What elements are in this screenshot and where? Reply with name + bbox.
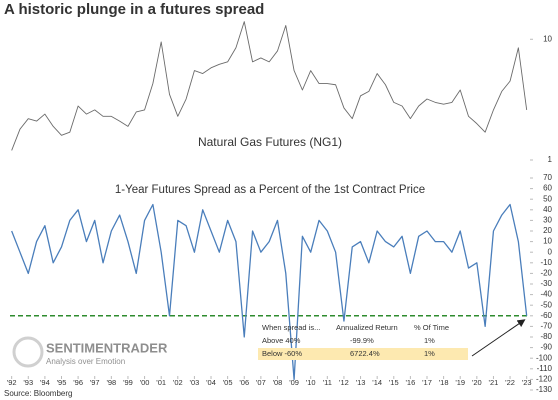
- x-tick-label: '97: [90, 378, 100, 387]
- stats-table: When spread is... Annualized Return % Of T…: [258, 323, 468, 360]
- x-tick-label: '14: [372, 378, 382, 387]
- y-tick-label: 40: [543, 205, 552, 214]
- chart-title: A historic plunge in a futures spread: [4, 1, 264, 18]
- x-tick-label: '94: [40, 378, 50, 387]
- x-tick-label: '04: [206, 378, 216, 387]
- x-tick-label: '09: [289, 378, 299, 387]
- y-tick-label: 70: [543, 173, 552, 182]
- x-tick-label: '07: [256, 378, 266, 387]
- y-tick-label: -110: [537, 364, 553, 373]
- x-tick-label: '17: [422, 378, 432, 387]
- table-cell: 1%: [424, 349, 435, 358]
- series-line: [11, 203, 528, 381]
- x-tick-label: '99: [123, 378, 133, 387]
- x-tick-label: '95: [57, 378, 67, 387]
- y-tick-label: 0: [548, 247, 553, 256]
- table-cell: 6722.4%: [350, 349, 380, 358]
- x-tick-label: '18: [439, 378, 449, 387]
- y-tick-label: -90: [540, 343, 552, 352]
- table-cell: Below -60%: [262, 349, 302, 358]
- x-tick-label: '06: [239, 378, 249, 387]
- x-tick-label: '11: [323, 378, 332, 387]
- tagline: Analysis over Emotion: [46, 357, 125, 366]
- x-tick-label: '12: [339, 378, 349, 387]
- highlight-row: [258, 348, 468, 360]
- x-tick-label: '13: [356, 378, 366, 387]
- y-tick-label: -50: [540, 300, 552, 309]
- x-tick-label: '15: [389, 378, 399, 387]
- x-tick-label: '22: [505, 378, 515, 387]
- x-tick-label: '23: [522, 378, 532, 387]
- table-header: Annualized Return: [336, 323, 398, 332]
- table-cell: Above 40%: [262, 336, 301, 345]
- y-tick-label: 1: [548, 155, 553, 164]
- y-tick-label: 50: [543, 194, 552, 203]
- x-tick-label: '96: [73, 378, 83, 387]
- brand: SENTIMENTRADER: [46, 340, 168, 355]
- logo: [12, 336, 44, 368]
- panel-title: 1-Year Futures Spread as a Percent of th…: [115, 184, 425, 196]
- y-tick-label: -20: [540, 269, 552, 278]
- x-tick-label: '08: [273, 378, 283, 387]
- series-line: [11, 21, 528, 151]
- y-tick-label: 10: [543, 34, 552, 43]
- y-tick-label: -100: [536, 353, 553, 362]
- table-cell: -99.9%: [350, 336, 374, 345]
- y-tick-label: 60: [543, 184, 552, 193]
- x-tick-label: '01: [156, 378, 166, 387]
- table-header: When spread is...: [262, 323, 320, 332]
- x-tick-label: '16: [405, 378, 415, 387]
- y-tick-label: 10: [543, 237, 552, 246]
- y-tick-label: -60: [540, 311, 552, 320]
- x-tick-label: '20: [472, 378, 482, 387]
- x-tick-label: '98: [106, 378, 116, 387]
- x-tick-label: '03: [190, 378, 200, 387]
- y-tick-label: -120: [536, 375, 553, 384]
- y-tick-label: -70: [540, 322, 552, 331]
- y-tick-label: -40: [540, 290, 552, 299]
- x-tick-label: '19: [455, 378, 465, 387]
- table-cell: 1%: [424, 336, 435, 345]
- y-tick-label: -30: [540, 279, 552, 288]
- x-tick-label: '93: [23, 378, 33, 387]
- y-tick-label: 20: [543, 226, 552, 235]
- x-tick-label: '00: [140, 378, 150, 387]
- x-tick-label: '21: [489, 378, 499, 387]
- watermark: SENTIMENTRADER Analysis over Emotion: [12, 336, 168, 368]
- panel-title: Natural Gas Futures (NG1): [198, 135, 342, 149]
- y-tick-label: -80: [540, 332, 552, 341]
- source: Source: Bloomberg: [4, 389, 72, 398]
- x-tick-label: '92: [7, 378, 17, 387]
- x-tick-label: '05: [223, 378, 233, 387]
- y-tick-label: -10: [540, 258, 552, 267]
- y-tick-label: -130: [536, 385, 553, 394]
- table-header: % Of Time: [414, 323, 449, 332]
- x-tick-label: '02: [173, 378, 183, 387]
- arrow: [471, 319, 526, 357]
- x-tick-label: '10: [306, 378, 316, 387]
- y-tick-label: 30: [543, 216, 552, 225]
